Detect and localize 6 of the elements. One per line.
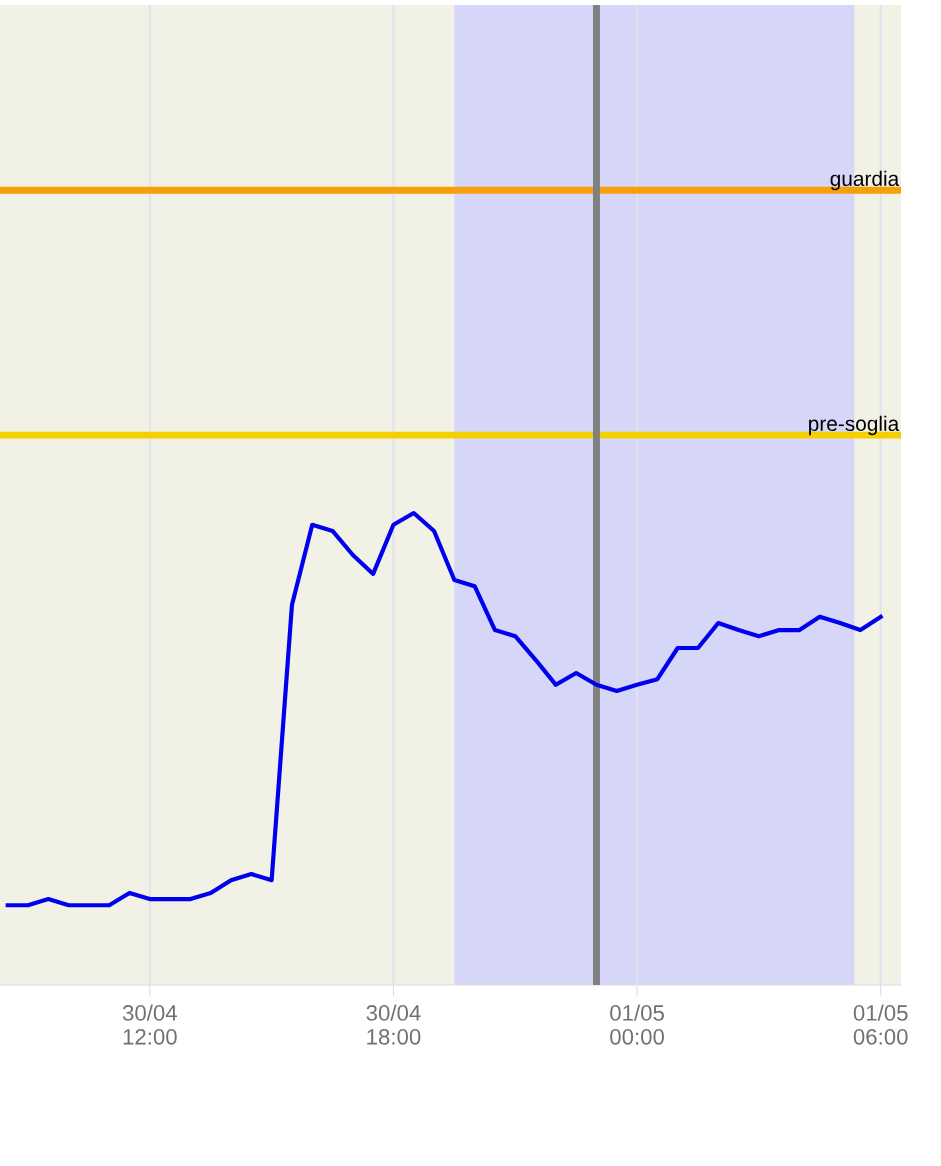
x-tick-label: 01/05 00:00 [610,1004,665,1045]
ref-line-label: guardia [830,170,900,191]
ref-line-label: pre-soglia [809,415,900,436]
x-tick-label: 30/04 18:00 [366,1004,421,1045]
x-tick-label: 30/04 12:00 [122,1004,177,1045]
x-tick-label: 01/05 06:00 [853,1004,908,1045]
